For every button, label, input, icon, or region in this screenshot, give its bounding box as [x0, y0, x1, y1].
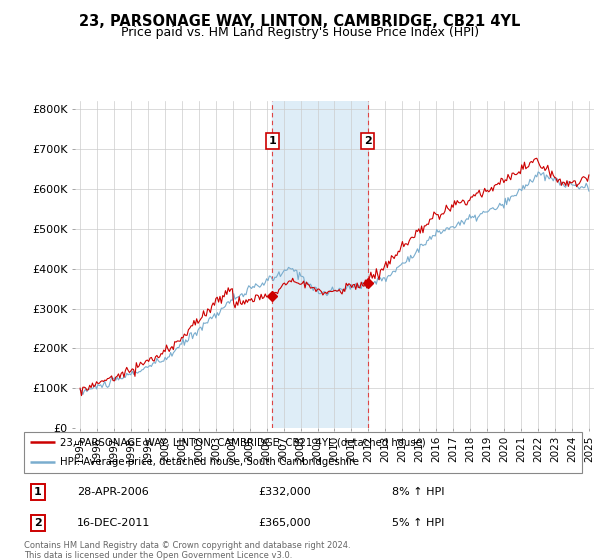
Text: 1: 1 — [268, 136, 276, 146]
Text: 16-DEC-2011: 16-DEC-2011 — [77, 518, 151, 528]
Text: Price paid vs. HM Land Registry's House Price Index (HPI): Price paid vs. HM Land Registry's House … — [121, 26, 479, 39]
Text: 23, PARSONAGE WAY, LINTON, CAMBRIDGE, CB21 4YL: 23, PARSONAGE WAY, LINTON, CAMBRIDGE, CB… — [79, 14, 521, 29]
Text: Contains HM Land Registry data © Crown copyright and database right 2024.
This d: Contains HM Land Registry data © Crown c… — [24, 541, 350, 560]
Text: 28-APR-2006: 28-APR-2006 — [77, 487, 149, 497]
Text: HPI: Average price, detached house, South Cambridgeshire: HPI: Average price, detached house, Sout… — [60, 457, 359, 467]
Text: 2: 2 — [34, 518, 42, 528]
Text: 23, PARSONAGE WAY, LINTON, CAMBRIDGE, CB21 4YL (detached house): 23, PARSONAGE WAY, LINTON, CAMBRIDGE, CB… — [60, 437, 426, 447]
Text: £332,000: £332,000 — [259, 487, 311, 497]
Text: 1: 1 — [34, 487, 42, 497]
Text: 2: 2 — [364, 136, 371, 146]
Text: 8% ↑ HPI: 8% ↑ HPI — [392, 487, 445, 497]
Bar — [272, 101, 368, 428]
Text: £365,000: £365,000 — [259, 518, 311, 528]
Text: 5% ↑ HPI: 5% ↑ HPI — [392, 518, 445, 528]
